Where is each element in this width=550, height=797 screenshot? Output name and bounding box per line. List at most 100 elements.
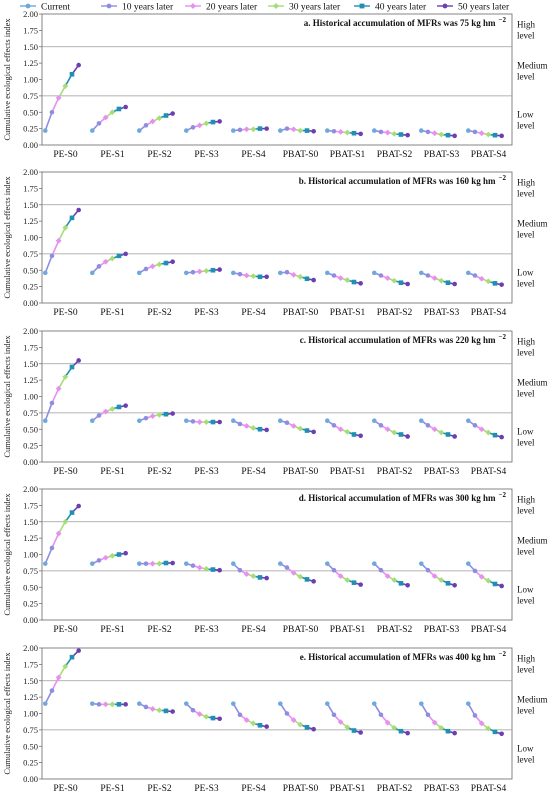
y-tick-label: 1.75 bbox=[23, 25, 38, 35]
data-point bbox=[472, 713, 478, 718]
panel-title-superscript: −2 bbox=[499, 491, 507, 499]
category-label: PE-S3 bbox=[194, 467, 219, 477]
data-point bbox=[344, 724, 351, 731]
data-point bbox=[398, 432, 404, 437]
y-tick-label: 1.50 bbox=[23, 517, 38, 527]
data-point bbox=[163, 411, 169, 417]
data-point bbox=[264, 274, 269, 280]
data-point bbox=[62, 83, 69, 89]
legend-marker-0 bbox=[25, 3, 31, 9]
y-tick-label: 0.00 bbox=[23, 774, 38, 784]
panel-b: 0.00 0.25 0.50 0.75 1.00 1.25 1.50 1.75 2.00 Cumu… bbox=[2, 167, 548, 318]
data-point bbox=[331, 567, 337, 573]
data-point bbox=[116, 253, 122, 259]
data-point bbox=[465, 128, 471, 133]
data-point bbox=[196, 122, 203, 129]
data-point bbox=[76, 358, 81, 363]
data-point bbox=[499, 583, 504, 589]
category-label: PE-S3 bbox=[194, 308, 219, 318]
data-point bbox=[465, 561, 471, 566]
category-label: PE-S2 bbox=[147, 150, 172, 160]
data-point bbox=[297, 573, 304, 580]
series-segment bbox=[51, 240, 60, 257]
data-point bbox=[69, 654, 75, 660]
data-point bbox=[42, 270, 48, 276]
data-point bbox=[344, 277, 351, 283]
data-point bbox=[76, 503, 81, 509]
y-tick-label: 2.00 bbox=[23, 326, 38, 336]
data-point bbox=[337, 426, 344, 433]
panel-title: a. Historical accumulation of MFRs was 7… bbox=[304, 16, 507, 28]
data-point bbox=[123, 550, 128, 556]
data-point bbox=[452, 434, 457, 439]
y-tick-label: 0.00 bbox=[23, 615, 38, 625]
legend-label-3: 30 years later bbox=[289, 2, 341, 12]
data-point bbox=[277, 701, 283, 706]
category-label: PBAT-S4 bbox=[471, 625, 507, 635]
data-point bbox=[331, 423, 337, 428]
data-point bbox=[203, 566, 210, 572]
series-segment bbox=[44, 547, 53, 564]
data-point bbox=[358, 582, 363, 587]
data-point bbox=[210, 567, 216, 572]
data-point bbox=[136, 128, 142, 133]
y-tick-label: 1.25 bbox=[23, 692, 38, 702]
data-point bbox=[277, 128, 283, 133]
y-tick-label: 0.50 bbox=[23, 107, 38, 117]
category-label: PBAT-S4 bbox=[471, 150, 507, 160]
data-point bbox=[297, 127, 304, 134]
y-tick-label: 2.00 bbox=[23, 9, 38, 19]
y-tick-label: 1.25 bbox=[23, 533, 38, 543]
legend-label-4: 40 years later bbox=[375, 2, 427, 12]
data-point bbox=[237, 567, 243, 573]
data-point bbox=[405, 281, 410, 287]
y-tick-label: 1.00 bbox=[23, 392, 38, 402]
y-tick-label: 1.25 bbox=[23, 375, 38, 385]
data-point bbox=[492, 581, 498, 587]
data-point bbox=[499, 731, 504, 737]
data-point bbox=[250, 425, 257, 431]
category-label: PBAT-S4 bbox=[471, 308, 507, 318]
level-label-low: level bbox=[517, 437, 535, 447]
y-tick-label: 0.00 bbox=[23, 457, 38, 467]
data-point bbox=[438, 725, 445, 731]
level-label-low: level bbox=[517, 754, 535, 764]
plot-frame bbox=[41, 330, 513, 463]
y-tick-label: 1.50 bbox=[23, 200, 38, 210]
y-axis-label: Cumulative ecological effects index bbox=[2, 652, 12, 775]
data-point bbox=[136, 418, 142, 424]
y-tick-label: 0.75 bbox=[23, 566, 38, 576]
series-segment bbox=[44, 402, 53, 422]
y-tick-label: 1.00 bbox=[23, 550, 38, 560]
data-point bbox=[337, 573, 344, 580]
data-point bbox=[183, 418, 189, 424]
data-point bbox=[344, 129, 351, 136]
data-point bbox=[438, 277, 445, 284]
level-label-medium: level bbox=[517, 705, 535, 715]
data-point bbox=[304, 577, 310, 582]
data-point bbox=[170, 111, 175, 116]
data-point bbox=[116, 702, 122, 707]
series-segment bbox=[57, 665, 66, 678]
data-point bbox=[337, 275, 344, 282]
data-point bbox=[109, 552, 116, 559]
data-point bbox=[264, 427, 269, 433]
data-point bbox=[143, 704, 149, 710]
category-label: PBAT-S1 bbox=[330, 625, 366, 635]
legend-label-0: Current bbox=[41, 2, 70, 12]
data-point bbox=[42, 701, 48, 706]
level-label-high: level bbox=[517, 505, 535, 515]
data-point bbox=[384, 129, 391, 136]
data-point bbox=[290, 271, 297, 278]
data-point bbox=[297, 425, 304, 432]
data-point bbox=[76, 648, 81, 653]
data-point bbox=[304, 276, 310, 282]
data-point bbox=[465, 418, 471, 424]
category-label: PE-S0 bbox=[53, 784, 78, 794]
data-point bbox=[371, 270, 377, 276]
data-point bbox=[230, 701, 236, 706]
y-tick-label: 0.50 bbox=[23, 582, 38, 592]
data-point bbox=[304, 128, 310, 133]
data-point bbox=[69, 71, 75, 77]
data-point bbox=[183, 701, 189, 706]
